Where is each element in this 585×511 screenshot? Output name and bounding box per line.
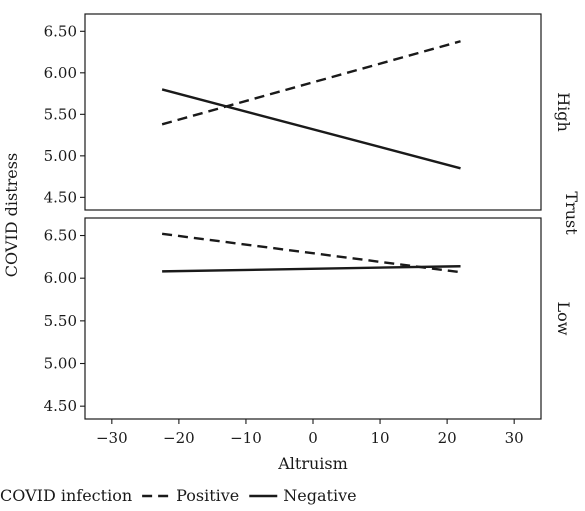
legend-label-positive: Positive (176, 486, 239, 505)
x-tick-label: 30 (505, 429, 524, 447)
panel-label-high: High (554, 92, 573, 132)
y-tick-label: 6.00 (44, 64, 77, 82)
panel-label-low: Low (554, 302, 573, 336)
y-tick-label: 4.50 (44, 188, 77, 206)
x-tick-label: 20 (438, 429, 457, 447)
y-tick-label: 6.50 (44, 227, 77, 245)
panel-low: 4.50 5.00 5.50 6.00 6.50 Low (44, 217, 573, 420)
y-tick-label: 4.50 (44, 397, 77, 415)
series-line-negative (162, 265, 461, 273)
y-tick-label: 6.50 (44, 22, 77, 40)
x-axis: −30 −20 −10 0 10 20 30 (96, 419, 524, 447)
panel-high: 4.50 5.00 5.50 6.00 6.50 High (44, 13, 573, 211)
facet-label: Trust (562, 191, 581, 235)
y-tick-label: 5.00 (44, 355, 77, 373)
series-line-negative (161, 88, 461, 170)
panel-frame (84, 13, 542, 211)
y-tick-label: 6.00 (44, 269, 77, 287)
series-line-positive (161, 232, 461, 274)
series-line-positive (161, 40, 461, 126)
x-tick-label: 10 (371, 429, 390, 447)
panels: 4.50 5.00 5.50 6.00 6.50 High 4.50 5.00 5.50 6.00… (44, 13, 573, 447)
x-axis-title: Altruism (277, 454, 348, 473)
y-axis-title: COVID distress (2, 153, 21, 277)
x-tick-label: −30 (96, 429, 128, 447)
y-tick-label: 5.50 (44, 312, 77, 330)
x-tick-label: −10 (230, 429, 262, 447)
panel-frame (84, 217, 542, 420)
y-tick-label: 5.50 (44, 105, 77, 123)
legend-title: COVID infection (0, 486, 132, 505)
legend-label-negative: Negative (283, 486, 356, 505)
x-tick-label: 0 (308, 429, 318, 447)
y-tick-label: 5.00 (44, 147, 77, 165)
x-tick-label: −20 (163, 429, 195, 447)
legend: COVID infection Positive Negative (0, 486, 357, 505)
